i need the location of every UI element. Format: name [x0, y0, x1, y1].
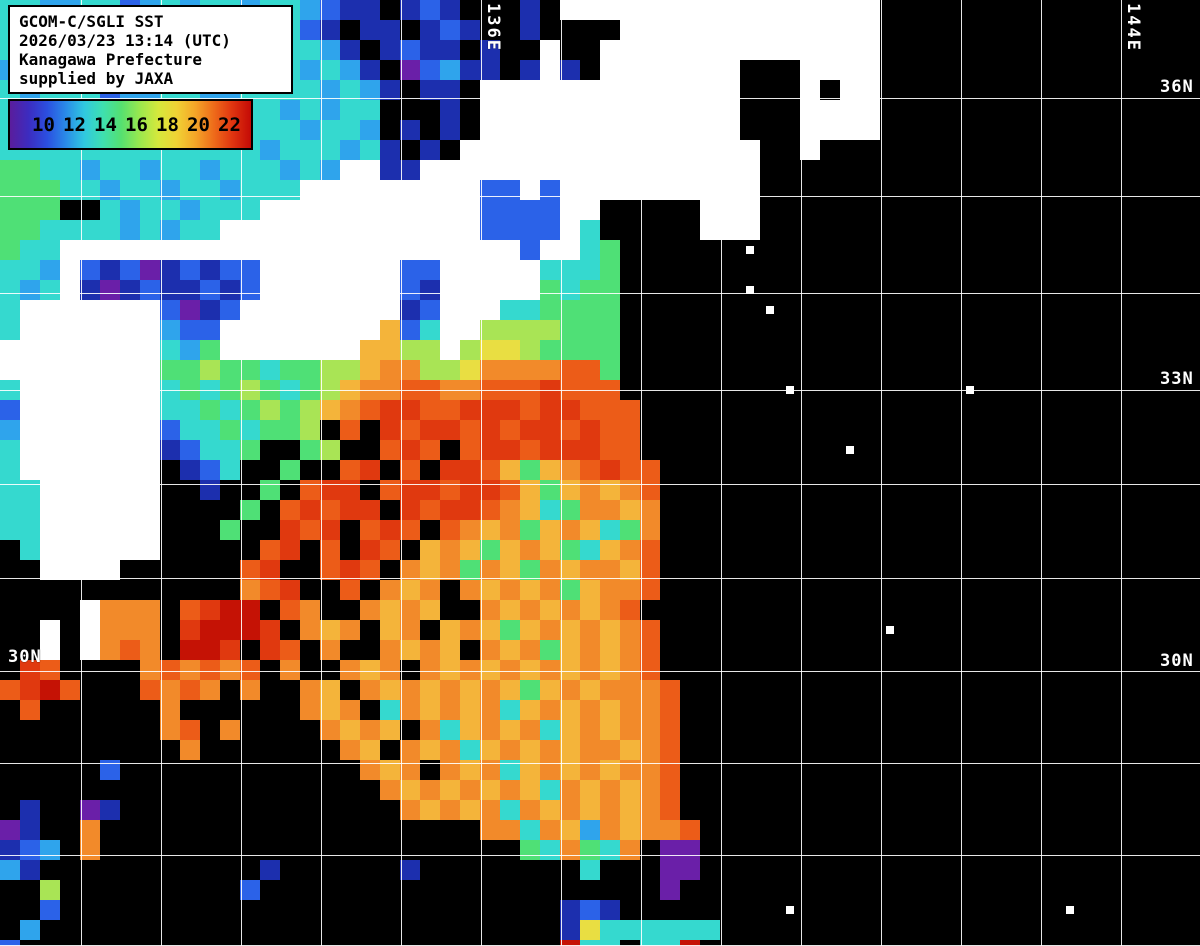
colorbar-tick-16: 16	[125, 113, 148, 136]
lon-label-136e: 136E	[483, 3, 503, 52]
colorbar-tick-18: 18	[156, 113, 179, 136]
colorbar-tick-10: 10	[32, 113, 55, 136]
info-box: GCOM-C/SGLI SST 2026/03/23 13:14 (UTC) K…	[8, 5, 293, 94]
lon-label-144e: 144E	[1123, 3, 1143, 52]
colorbar-tick-22: 22	[218, 113, 241, 136]
lat-label-36n: 36N	[1160, 77, 1194, 97]
product-title: GCOM-C/SGLI SST	[19, 12, 164, 31]
region-name: Kanagawa Prefecture	[19, 50, 203, 69]
temperature-colorbar: 10 12 14 16 18 20 22	[8, 99, 253, 150]
colorbar-tick-12: 12	[63, 113, 86, 136]
lat-label-30n: 30N	[8, 647, 42, 667]
timestamp: 2026/03/23 13:14 (UTC)	[19, 31, 231, 50]
colorbar-tick-20: 20	[187, 113, 210, 136]
lat-label-33n: 33N	[1160, 369, 1194, 389]
colorbar-tick-14: 14	[94, 113, 117, 136]
data-credit: supplied by JAXA	[19, 69, 174, 88]
lat-label-30n: 30N	[1160, 651, 1194, 671]
colorbar-ticks: 10 12 14 16 18 20 22	[10, 114, 251, 136]
